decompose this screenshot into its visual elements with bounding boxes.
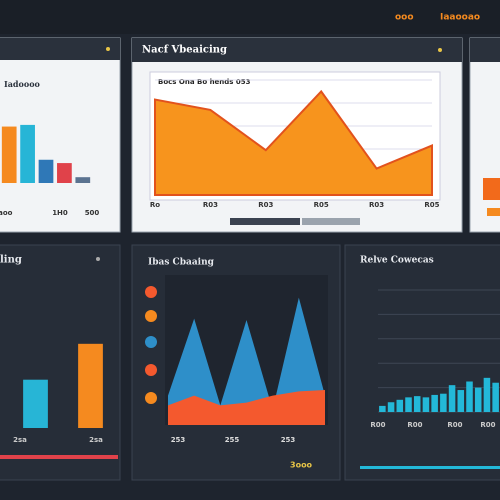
bar	[23, 379, 48, 428]
axis-label: R00	[447, 421, 462, 429]
panel-title: Ibas Cbaaing	[148, 258, 215, 268]
axis-label: R03	[258, 201, 273, 209]
panel	[469, 37, 500, 233]
axis-label: Iaoo	[0, 209, 13, 217]
bar	[78, 343, 103, 428]
nav-link[interactable]: Iaaooao	[440, 13, 480, 23]
panel	[344, 244, 500, 481]
panel-title: Iadoooo	[4, 79, 41, 89]
panel-subtitle: Bocs Ona Bo hends 053	[158, 78, 251, 86]
axis-label: 253	[171, 436, 186, 444]
bar	[387, 402, 395, 412]
slider[interactable]	[360, 466, 500, 469]
axis-label: 255	[225, 436, 240, 444]
bar	[413, 396, 421, 412]
axis-label: R00	[480, 421, 495, 429]
axis-label: R00	[370, 421, 385, 429]
axis-label: R05	[424, 201, 439, 209]
bar	[38, 159, 54, 183]
bar	[396, 399, 404, 412]
axis-label: R03	[369, 201, 384, 209]
bar	[1, 126, 17, 183]
icon	[145, 364, 157, 376]
bar	[57, 163, 72, 183]
nav-link[interactable]: ooo	[395, 13, 414, 23]
icon	[145, 336, 157, 348]
bar	[492, 382, 499, 412]
bar	[466, 381, 473, 412]
panel-header	[0, 38, 120, 60]
panel-title: Relve Cowecas	[360, 256, 434, 266]
icon	[96, 257, 100, 261]
bar	[20, 124, 35, 183]
bar	[75, 177, 91, 183]
slider[interactable]	[0, 455, 118, 459]
bar	[440, 393, 447, 412]
icon	[145, 310, 157, 322]
bar	[422, 397, 430, 412]
axis-label: R03	[203, 201, 218, 209]
axis-label: Ro	[150, 201, 160, 209]
bar	[483, 178, 500, 200]
axis-label: R00	[407, 421, 422, 429]
bar	[405, 397, 412, 412]
panel-header	[132, 38, 462, 62]
bar	[457, 390, 465, 412]
bar	[487, 208, 500, 216]
panel	[0, 37, 121, 233]
axis-label: 253	[281, 436, 296, 444]
bar	[448, 385, 456, 412]
bar	[379, 405, 386, 412]
panel-title: ling	[0, 255, 22, 266]
scrollbar[interactable]	[230, 218, 300, 225]
axis-label: 500	[85, 209, 100, 217]
scrollbar[interactable]	[302, 218, 360, 225]
axis-label: 2sa	[13, 436, 27, 444]
axis-label: R05	[314, 201, 329, 209]
icon	[106, 47, 110, 51]
area	[168, 390, 325, 425]
icon	[145, 392, 157, 404]
bar	[474, 387, 482, 412]
axis-label: 2sa	[89, 436, 103, 444]
panel-title: Nacf Vbeaicing	[142, 45, 227, 56]
axis-label: 1H0	[52, 209, 68, 217]
icon	[145, 286, 157, 298]
panel-header	[470, 38, 500, 62]
icon	[438, 48, 442, 52]
top-bar	[0, 0, 500, 34]
bar	[431, 394, 438, 412]
bar	[483, 377, 491, 412]
area	[168, 297, 325, 425]
area	[154, 89, 433, 196]
panel-footer: 3ooo	[290, 461, 313, 470]
